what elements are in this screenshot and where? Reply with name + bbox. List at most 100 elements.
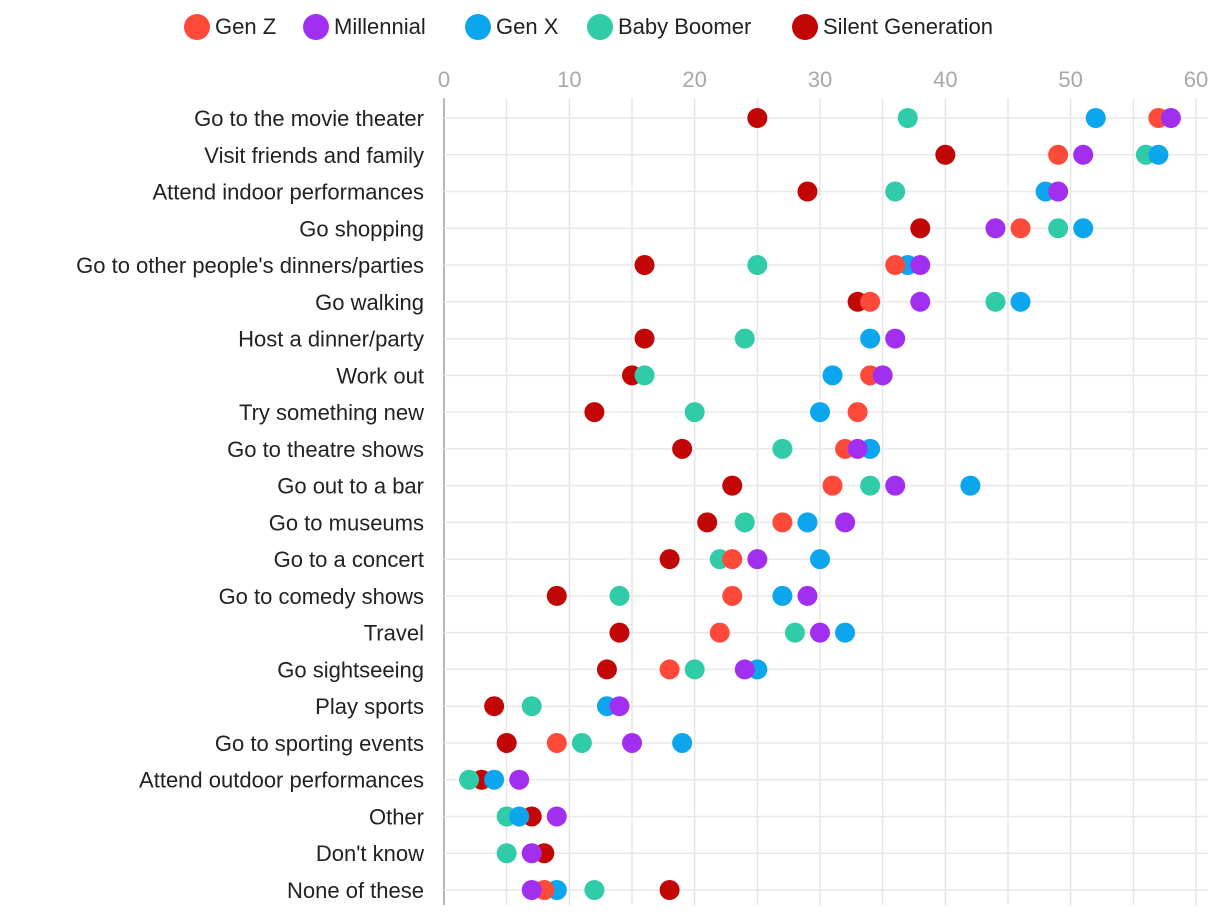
data-point-baby-boomer: [609, 585, 630, 606]
category-label: Go shopping: [299, 216, 424, 241]
legend-label-2: Millennial: [334, 14, 426, 39]
data-point-baby-boomer: [496, 843, 517, 864]
data-point-silent-generation: [496, 732, 517, 753]
category-label: Work out: [336, 363, 424, 388]
category-label: Go out to a bar: [277, 474, 424, 499]
data-point-baby-boomer: [772, 438, 793, 459]
data-point-gen-x: [835, 622, 856, 643]
x-tick-label: 60: [1184, 67, 1208, 92]
category-labels: Go to the movie theater Visit friends and…: [76, 106, 424, 903]
data-points: [459, 108, 1181, 900]
data-point-silent-generation: [609, 622, 630, 643]
legend-label-1: Gen Z: [215, 14, 276, 39]
data-point-baby-boomer: [747, 255, 768, 276]
x-tick-label: 0: [438, 67, 450, 92]
x-tick-label: 50: [1058, 67, 1082, 92]
data-point-silent-generation: [797, 181, 818, 202]
category-label: Go to theatre shows: [227, 437, 424, 462]
data-point-baby-boomer: [784, 622, 805, 643]
data-point-gen-z: [860, 291, 881, 312]
data-point-silent-generation: [634, 255, 655, 276]
data-point-gen-x: [1010, 291, 1031, 312]
x-tick-label: 10: [557, 67, 581, 92]
data-point-gen-z: [546, 732, 567, 753]
category-label: Go to a concert: [274, 547, 424, 572]
data-point-millennial: [747, 549, 768, 570]
category-label: Go walking: [315, 290, 424, 315]
data-point-silent-generation: [672, 438, 693, 459]
data-point-millennial: [985, 218, 1006, 239]
category-label: None of these: [287, 878, 424, 903]
legend-label-4: Baby Boomer: [618, 14, 751, 39]
data-point-gen-x: [810, 549, 830, 570]
category-label: Don't know: [316, 841, 424, 866]
data-point-gen-z: [722, 549, 743, 570]
category-label: Other: [369, 804, 424, 829]
data-point-millennial: [609, 696, 630, 717]
data-point-silent-generation: [596, 659, 617, 680]
data-point-millennial: [810, 622, 830, 643]
data-point-gen-x: [797, 512, 818, 533]
legend-label-3: Gen X: [496, 14, 559, 39]
gridlines: [443, 98, 1208, 905]
x-tick-label: 40: [933, 67, 957, 92]
data-point-baby-boomer: [734, 512, 755, 533]
data-point-gen-x: [672, 732, 693, 753]
data-point-millennial: [1048, 181, 1069, 202]
data-point-millennial: [521, 880, 542, 900]
data-point-gen-z: [1048, 144, 1069, 165]
data-point-gen-x: [1148, 144, 1169, 165]
data-point-gen-x: [484, 769, 505, 790]
category-label: Attend outdoor performances: [139, 768, 424, 793]
category-label: Host a dinner/party: [238, 327, 424, 352]
data-point-millennial: [797, 585, 818, 606]
data-point-baby-boomer: [985, 291, 1006, 312]
data-point-baby-boomer: [571, 732, 592, 753]
data-point-baby-boomer: [684, 402, 705, 423]
data-point-gen-z: [722, 585, 743, 606]
data-point-baby-boomer: [521, 696, 542, 717]
category-label: Go sightseeing: [277, 657, 424, 682]
legend-swatch-5: [792, 14, 818, 40]
data-point-silent-generation: [935, 144, 956, 165]
category-label: Go to the movie theater: [194, 106, 424, 131]
data-point-baby-boomer: [459, 769, 480, 790]
data-point-millennial: [885, 328, 906, 349]
data-point-millennial: [835, 512, 856, 533]
x-axis-ticks: 0 10 20 30 40 50 60: [438, 67, 1208, 92]
data-point-gen-x: [810, 402, 830, 423]
legend-swatch-4: [587, 14, 613, 40]
legend-swatch-2: [303, 14, 329, 40]
data-point-gen-x: [772, 585, 793, 606]
data-point-millennial: [521, 843, 542, 864]
data-point-millennial: [872, 365, 893, 386]
legend-swatch-1: [184, 14, 210, 40]
data-point-silent-generation: [484, 696, 505, 717]
category-label: Play sports: [315, 694, 424, 719]
data-point-gen-x: [960, 475, 981, 496]
category-label: Visit friends and family: [204, 143, 424, 168]
data-point-gen-x: [1073, 218, 1094, 239]
data-point-gen-x: [822, 365, 843, 386]
data-point-silent-generation: [634, 328, 655, 349]
data-point-gen-x: [860, 328, 881, 349]
category-label: Go to sporting events: [215, 731, 424, 756]
category-label: Go to museums: [269, 510, 424, 535]
data-point-gen-z: [885, 255, 906, 276]
data-point-baby-boomer: [634, 365, 655, 386]
data-point-baby-boomer: [734, 328, 755, 349]
data-point-baby-boomer: [584, 880, 605, 900]
category-label: Go to comedy shows: [219, 584, 424, 609]
data-point-silent-generation: [747, 108, 768, 128]
legend: Gen Z Millennial Gen X Baby Boomer Silent Ge…: [184, 14, 993, 40]
data-point-millennial: [847, 438, 868, 459]
category-label: Travel: [364, 621, 424, 646]
data-point-gen-z: [772, 512, 793, 533]
data-point-silent-generation: [910, 218, 931, 239]
data-point-gen-z: [709, 622, 730, 643]
data-point-baby-boomer: [684, 659, 705, 680]
data-point-silent-generation: [659, 549, 680, 570]
data-point-millennial: [1073, 144, 1094, 165]
data-point-gen-x: [509, 806, 530, 827]
